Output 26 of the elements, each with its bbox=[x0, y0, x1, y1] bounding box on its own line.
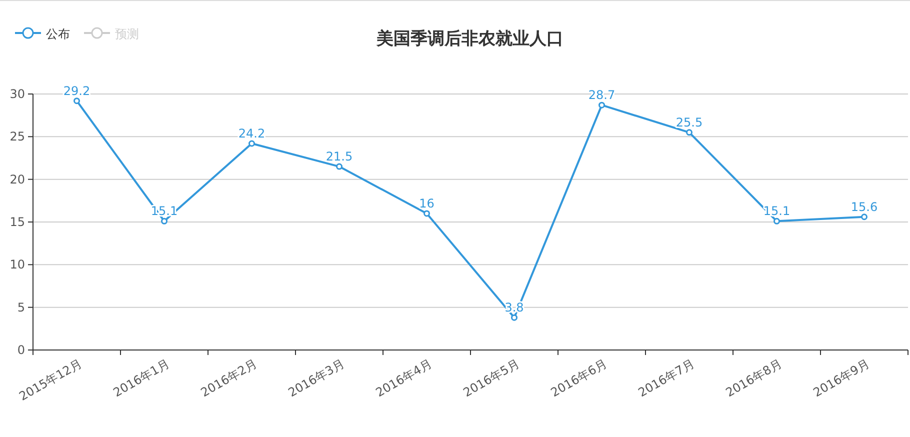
chart-title: 美国季调后非农就业人口 bbox=[376, 29, 564, 49]
y-tick-label: 25 bbox=[10, 130, 25, 144]
y-tick-label: 20 bbox=[10, 172, 25, 186]
point bbox=[248, 140, 255, 147]
point bbox=[424, 210, 430, 217]
point bbox=[861, 214, 868, 220]
data-label: 16 bbox=[419, 196, 434, 210]
y-tick-label: 15 bbox=[10, 215, 25, 229]
point bbox=[74, 98, 80, 104]
point bbox=[161, 218, 168, 224]
point bbox=[686, 129, 692, 136]
point bbox=[774, 218, 780, 224]
data-label: 28.7 bbox=[588, 88, 616, 102]
y-tick-label: 10 bbox=[10, 258, 25, 272]
y-tick-label: 0 bbox=[17, 343, 25, 357]
y-tick-label: 5 bbox=[17, 300, 25, 314]
data-label: 24.2 bbox=[238, 126, 266, 140]
data-label: 15.6 bbox=[850, 200, 878, 214]
point bbox=[511, 314, 518, 321]
data-label: 29.2 bbox=[63, 84, 90, 98]
data-label: 21.5 bbox=[326, 150, 353, 164]
data-label: 25.5 bbox=[676, 115, 703, 130]
y-tick-label: 30 bbox=[10, 87, 25, 101]
point bbox=[336, 163, 342, 170]
point bbox=[598, 102, 605, 108]
legend-label: 公布 bbox=[46, 27, 70, 41]
